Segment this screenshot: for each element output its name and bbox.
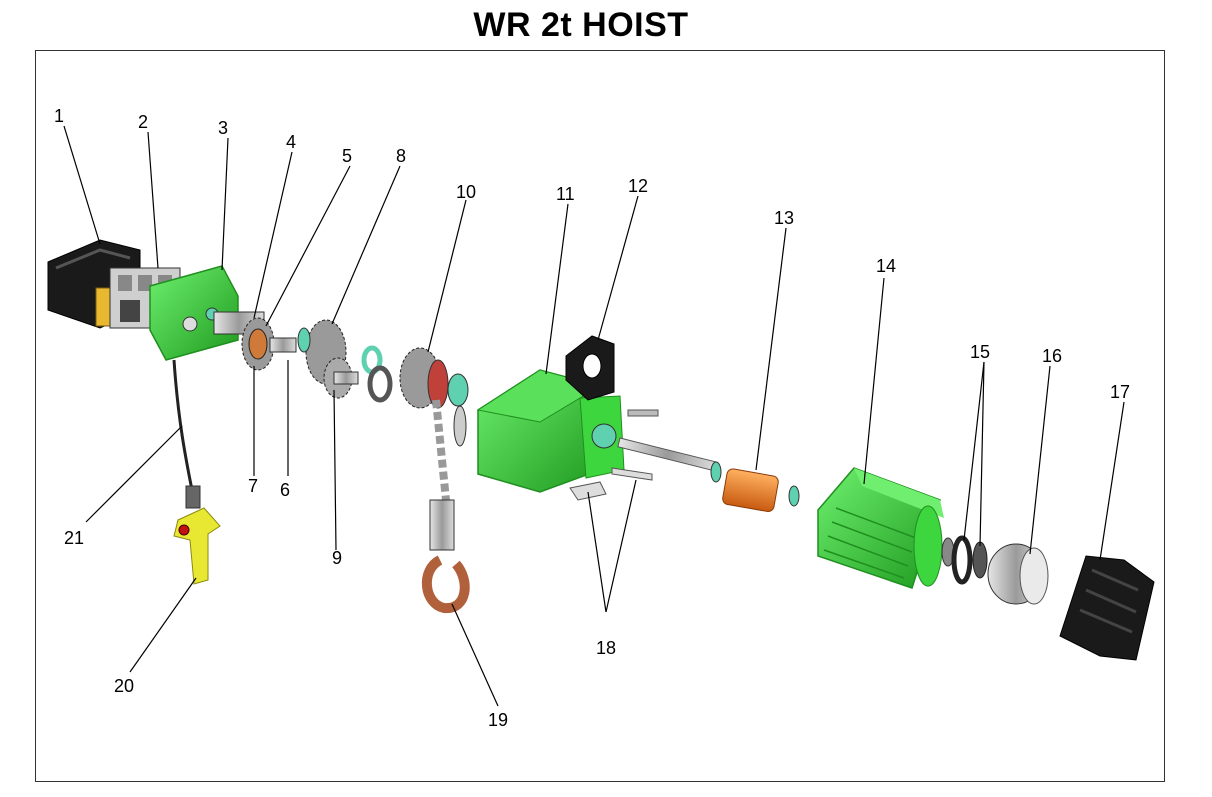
callout-11: 11 [556, 184, 575, 204]
callout-4: 4 [286, 132, 296, 152]
callout-17: 17 [1110, 382, 1130, 402]
callout-6: 6 [280, 480, 290, 500]
callout-10: 10 [456, 182, 476, 202]
gearbox-cover [149, 265, 239, 361]
callout-1: 1 [54, 106, 64, 126]
callout-5: 5 [342, 146, 352, 166]
retaining-clips [569, 467, 653, 501]
gear-shaft-assembly [213, 311, 297, 371]
bearing-rings [361, 345, 393, 403]
callout-8: 8 [396, 146, 406, 166]
pendant-control [173, 507, 221, 585]
diagram-frame [35, 50, 1165, 782]
callout-16: 16 [1042, 346, 1062, 366]
callout-21: 21 [64, 528, 84, 548]
callout-13: 13 [774, 208, 794, 228]
pendant-cable [172, 359, 201, 509]
motor-housing [817, 467, 944, 589]
callout-12: 12 [628, 176, 648, 196]
callout-19: 19 [488, 710, 508, 730]
main-housing [476, 369, 625, 493]
callout-9: 9 [332, 548, 342, 568]
callout-15: 15 [970, 342, 990, 362]
intermediate-gear [297, 319, 359, 399]
end-cover-right [1059, 555, 1155, 661]
brake-unit [987, 543, 1049, 605]
load-chain-and-hook [421, 399, 470, 613]
brake-washers [941, 535, 988, 585]
chain-sprocket [399, 347, 469, 447]
suspension-bracket [565, 335, 615, 401]
callout-18: 18 [596, 638, 616, 658]
motor-shaft [617, 409, 718, 472]
callout-2: 2 [138, 112, 148, 132]
callout-7: 7 [248, 476, 258, 496]
leader-lines [63, 125, 1125, 707]
callout-3: 3 [218, 118, 228, 138]
callout-14: 14 [876, 256, 896, 276]
page-title: WR 2t HOIST [473, 6, 689, 44]
rotor [710, 461, 800, 513]
callout-20: 20 [114, 676, 134, 696]
